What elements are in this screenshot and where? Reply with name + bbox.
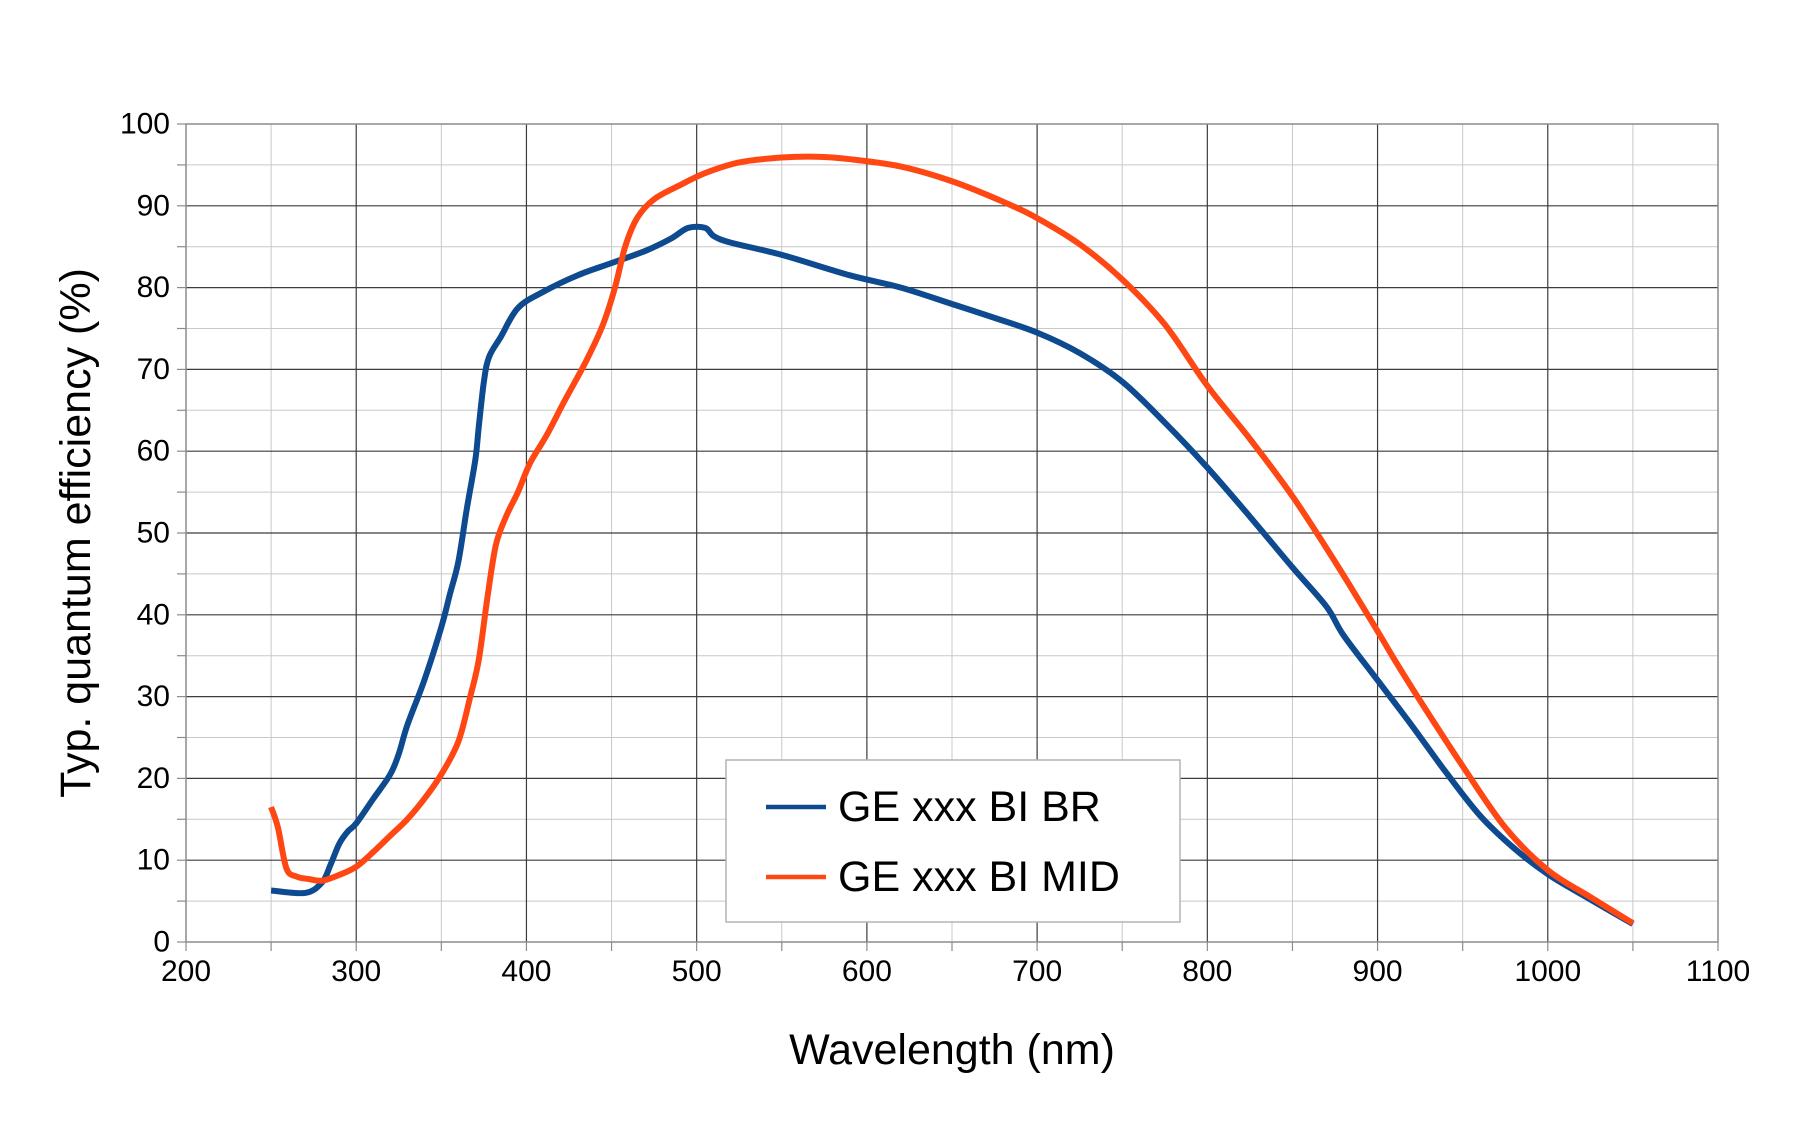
x-tick-label: 200 bbox=[161, 955, 211, 988]
x-tick-labels: 200 300 400 500 600 700 800 900 1000 1100 bbox=[161, 955, 1750, 988]
legend-label-ge-bi-mid: GE xxx BI MID bbox=[838, 853, 1120, 901]
series-layer bbox=[268, 153, 1635, 927]
x-tick-label: 700 bbox=[1012, 955, 1062, 988]
y-axis-label: Typ. quantum efficiency (%) bbox=[52, 268, 100, 798]
y-tick-label: 90 bbox=[137, 189, 170, 222]
x-axis-label: Wavelength (nm) bbox=[789, 1026, 1115, 1074]
x-tick-label: 400 bbox=[501, 955, 551, 988]
y-tick-label: 60 bbox=[137, 435, 170, 468]
y-tick-label: 40 bbox=[137, 598, 170, 631]
x-tick-label: 1000 bbox=[1514, 955, 1581, 988]
y-tick-label: 100 bbox=[120, 108, 170, 141]
legend-box bbox=[725, 759, 1181, 923]
legend: GE xxx BI BR GE xxx BI MID bbox=[725, 759, 1181, 923]
x-tick-label: 800 bbox=[1182, 955, 1232, 988]
x-tick-label: 300 bbox=[331, 955, 381, 988]
y-tick-label: 30 bbox=[137, 680, 170, 713]
y-tick-label: 80 bbox=[137, 271, 170, 304]
y-tick-label: 50 bbox=[137, 517, 170, 550]
series-line-ge-bi-br bbox=[270, 223, 1635, 927]
y-tick-label: 10 bbox=[137, 844, 170, 877]
x-tick-label: 600 bbox=[842, 955, 892, 988]
x-tick-label: 500 bbox=[672, 955, 722, 988]
series-line-ge-bi-mid bbox=[268, 153, 1635, 926]
y-tick-label: 20 bbox=[137, 762, 170, 795]
y-tick-labels: 0 10 20 30 40 50 60 70 80 90 100 bbox=[120, 108, 170, 959]
y-tick-label: 70 bbox=[137, 353, 170, 386]
y-tick-label: 0 bbox=[153, 926, 170, 959]
x-tick-label: 1100 bbox=[1686, 955, 1751, 988]
tick-marks bbox=[177, 123, 1719, 951]
x-tick-label: 900 bbox=[1353, 955, 1403, 988]
legend-label-ge-bi-br: GE xxx BI BR bbox=[838, 783, 1101, 831]
